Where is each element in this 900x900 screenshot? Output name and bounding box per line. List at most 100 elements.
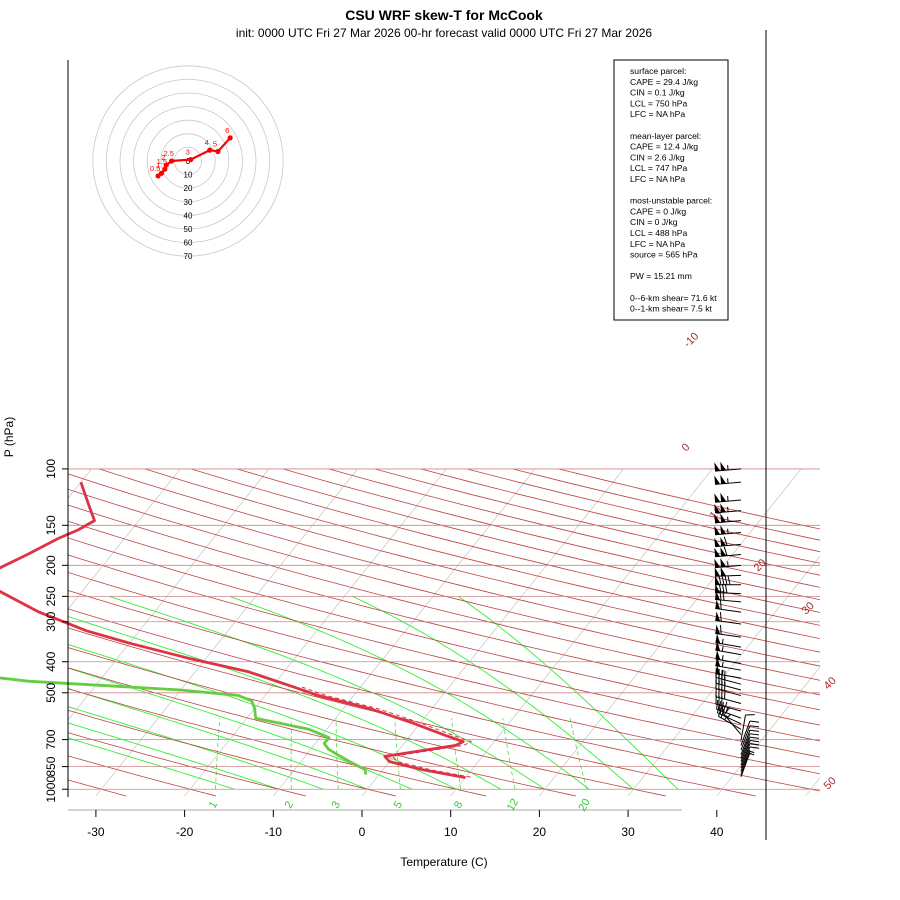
dry-adiabat: [68, 647, 666, 797]
info-line: LFC = NA hPa: [630, 239, 685, 249]
hodograph-point: [169, 158, 175, 164]
wind-barb: [714, 546, 742, 558]
dry-adiabat: [236, 468, 820, 613]
wind-barb: [740, 733, 760, 759]
info-line: mean-layer parcel:: [630, 131, 701, 141]
isotherm-label: 0: [680, 441, 693, 454]
barb-flag: [724, 575, 728, 585]
dry-adiabat: [68, 688, 487, 797]
barb-pennant: [720, 525, 727, 535]
barb-pennant: [715, 575, 720, 585]
info-line: surface parcel:: [630, 66, 686, 76]
barb-shaft: [715, 682, 742, 691]
mixing-ratio-line: [290, 718, 292, 790]
hodograph: 0 10 20 30 40 50 60 70 0.511.522.5 3 4 56: [92, 65, 284, 261]
hodograph-point-label: 6: [225, 126, 229, 135]
dry-adiabat: [144, 468, 820, 640]
info-line: CAPE = 12.4 J/kg: [630, 142, 698, 152]
barb-flag: [724, 583, 728, 594]
hodograph-ring-label: 70: [184, 252, 193, 261]
barb-pennant: [714, 462, 721, 472]
wind-barb: [715, 650, 742, 664]
dry-adiabat: [68, 589, 820, 775]
barb-pennant: [714, 558, 721, 568]
mixing-ratio-line: [215, 718, 221, 790]
barb-pennant: [715, 641, 721, 651]
moist-adiabat: [68, 616, 501, 790]
wind-barb: [715, 679, 742, 697]
wind-barb: [714, 583, 742, 595]
wind-barb: [715, 611, 742, 625]
barb-pennant: [720, 474, 727, 484]
barb-half-flag: [724, 715, 728, 721]
x-tick-label: -30: [87, 825, 105, 839]
wind-barb: [714, 536, 742, 548]
hodograph-ring: [92, 65, 284, 257]
y-axis-label: P (hPa): [2, 417, 16, 457]
info-line: PW = 15.21 mm: [630, 271, 692, 281]
barb-pennant: [715, 656, 721, 667]
dry-adiabat: [68, 488, 820, 681]
wind-barb: [740, 736, 760, 762]
dry-adiabat: [68, 473, 820, 667]
wind-barb: [740, 720, 760, 746]
info-line: most-unstable parcel:: [630, 196, 712, 206]
moist-adiabat: [352, 595, 634, 790]
dry-adiabat: [68, 755, 217, 797]
moist-adiabat: [68, 643, 457, 790]
barb-shaft: [740, 733, 751, 759]
barb-half-flag: [721, 638, 724, 644]
isotherm-label: 50: [822, 775, 839, 792]
barb-pennant: [715, 624, 721, 635]
barb-flag: [718, 707, 722, 717]
y-tick-label: 850: [44, 756, 58, 776]
isotherm-label: 40: [822, 675, 839, 692]
wind-barb: [740, 714, 755, 741]
dry-adiabat: [68, 709, 397, 797]
barb-shaft: [715, 696, 742, 704]
barb-flag: [718, 575, 722, 585]
mixing-ratio-line: [394, 718, 401, 790]
hodograph-point: [188, 157, 194, 163]
wind-barb: [715, 624, 742, 638]
wind-barb: [714, 513, 742, 524]
barb-shaft: [715, 665, 742, 671]
wind-barb: [716, 700, 742, 719]
barb-shaft: [740, 725, 751, 751]
mixing-ratio-label: 12: [505, 797, 522, 814]
dry-adiabat: [68, 520, 820, 711]
barb-pennant: [714, 567, 720, 577]
dry-adiabat: [68, 627, 756, 797]
moist-adiabat: [457, 596, 679, 790]
barb-flag: [749, 746, 760, 749]
info-line: LCL = 747 hPa: [630, 163, 687, 173]
barb-pennant: [720, 461, 727, 471]
y-tick-label: 1000: [44, 776, 58, 803]
barb-shaft: [740, 749, 751, 775]
y-tick-label: 400: [44, 651, 58, 671]
isotherm-line: [68, 468, 270, 721]
y-tick-label: 300: [44, 611, 58, 631]
barb-flag: [719, 590, 722, 601]
barb-shaft: [740, 714, 747, 741]
barb-shaft: [715, 619, 742, 625]
barb-pennant: [714, 537, 721, 547]
wind-barbs: [714, 30, 767, 840]
barb-flag: [723, 707, 731, 715]
barb-pennant: [720, 547, 727, 557]
barb-flag: [721, 583, 725, 594]
isotherm-line: [539, 468, 802, 797]
barb-shaft: [715, 608, 742, 613]
barb-flag: [719, 705, 723, 715]
info-line: LCL = 488 hPa: [630, 228, 687, 238]
parcel-info-text: surface parcel: CAPE = 29.4 J/kg CIN = 0.1…: [630, 66, 717, 314]
hodograph-point: [163, 162, 169, 168]
hodograph-point-label: 1: [156, 161, 160, 170]
barb-half-flag: [721, 655, 724, 661]
dry-adiabat: [558, 468, 820, 530]
barb-shaft: [717, 712, 742, 725]
barb-pennant: [720, 513, 727, 523]
barb-flag: [722, 591, 725, 601]
hodograph-ring-label: 60: [184, 239, 193, 248]
